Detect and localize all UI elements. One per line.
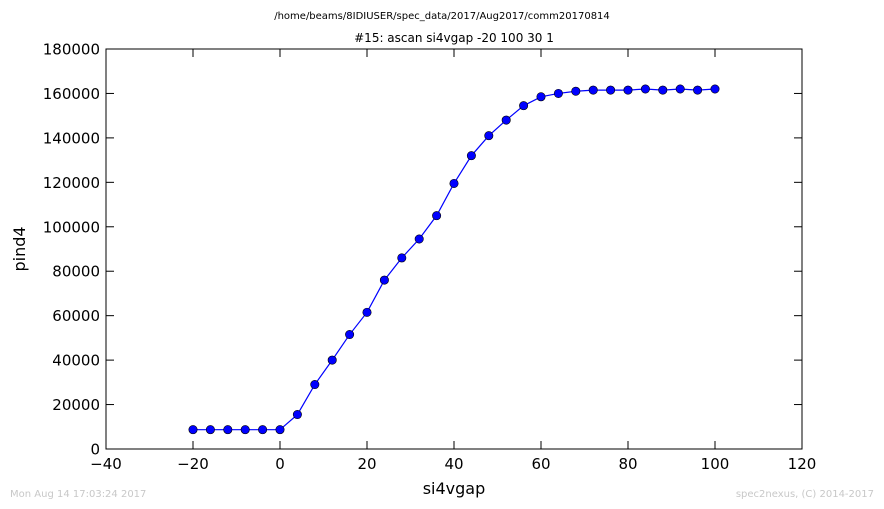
data-point	[588, 85, 598, 95]
data-point	[640, 84, 650, 94]
data-point	[449, 178, 459, 188]
footer-credit: spec2nexus, (C) 2014-2017	[736, 489, 874, 500]
data-point	[205, 425, 215, 435]
series-layer	[188, 84, 720, 435]
data-point	[536, 92, 546, 102]
y-tick-label: 140000	[43, 129, 100, 147]
data-point	[292, 410, 302, 420]
x-tick-label: 60	[531, 455, 550, 473]
x-tick-label: 20	[357, 455, 376, 473]
data-point	[432, 211, 442, 221]
data-point	[188, 425, 198, 435]
data-point	[501, 115, 511, 125]
y-tick-label: 120000	[43, 174, 100, 192]
data-point	[623, 85, 633, 95]
data-point	[310, 380, 320, 390]
data-point	[675, 84, 685, 94]
y-tick-label: 180000	[43, 41, 100, 59]
x-tick-label: 80	[618, 455, 637, 473]
x-tick-label: 120	[788, 455, 817, 473]
data-point	[223, 425, 233, 435]
data-point	[553, 88, 563, 98]
y-tick-label: 60000	[52, 307, 100, 325]
x-tick-label: −20	[177, 455, 209, 473]
x-axis-label: si4vgap	[423, 479, 486, 498]
x-tick-label: 0	[275, 455, 285, 473]
data-point	[710, 84, 720, 94]
data-point	[658, 85, 668, 95]
data-point	[379, 275, 389, 285]
data-point	[519, 101, 529, 111]
data-point	[693, 85, 703, 95]
data-point	[397, 253, 407, 263]
data-point	[362, 307, 372, 317]
y-axis-label: pind4	[10, 226, 29, 271]
footer-timestamp: Mon Aug 14 17:03:24 2017	[10, 489, 146, 500]
x-tick-label: 100	[701, 455, 730, 473]
plot-area	[105, 48, 803, 450]
x-tick-label: 40	[444, 455, 463, 473]
data-point	[345, 330, 355, 340]
data-point	[258, 425, 268, 435]
data-point	[606, 85, 616, 95]
y-tick-label: 100000	[43, 218, 100, 236]
y-tick-label: 20000	[52, 396, 100, 414]
axis-ticks: −40 −20 0 20 40 60 80 100 120 0 20000 40000 60000 800…	[43, 41, 817, 474]
x-tick-label: −40	[90, 455, 122, 473]
y-tick-label: 80000	[52, 263, 100, 281]
scan-title: #15: ascan si4vgap -20 100 30 1	[354, 31, 554, 45]
file-path-title: /home/beams/8IDIUSER/spec_data/2017/Aug2…	[274, 11, 610, 22]
data-point	[240, 425, 250, 435]
data-point	[466, 151, 476, 161]
y-tick-label: 40000	[52, 352, 100, 370]
data-point	[327, 355, 337, 365]
y-tick-label: 0	[90, 441, 100, 459]
y-tick-label: 160000	[43, 85, 100, 103]
data-point	[275, 425, 285, 435]
data-point	[484, 131, 494, 141]
data-point	[414, 234, 424, 244]
data-point	[571, 86, 581, 96]
